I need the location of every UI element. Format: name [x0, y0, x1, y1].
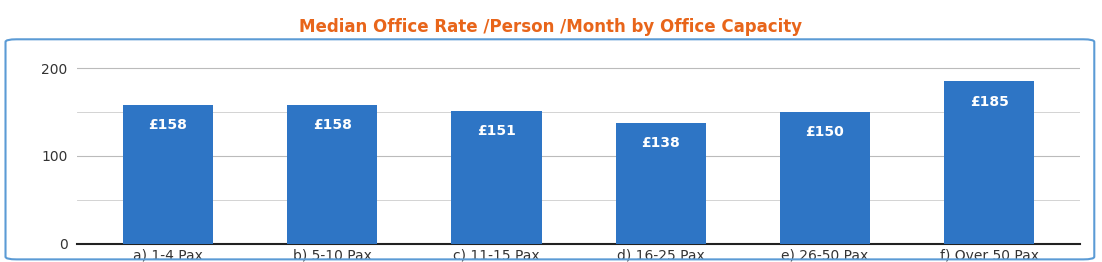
Text: Median Office Rate /Person /Month by Office Capacity: Median Office Rate /Person /Month by Off…: [300, 18, 802, 36]
Bar: [616, 123, 706, 244]
Text: £158: £158: [149, 118, 187, 132]
Bar: [780, 112, 871, 244]
Text: £158: £158: [313, 118, 352, 132]
Bar: [451, 111, 541, 244]
Text: £151: £151: [477, 124, 516, 138]
Bar: [944, 81, 1035, 244]
Text: £138: £138: [641, 136, 680, 150]
Bar: [122, 105, 213, 244]
Bar: [287, 105, 377, 244]
Text: £185: £185: [970, 95, 1008, 108]
Text: £150: £150: [806, 125, 844, 139]
